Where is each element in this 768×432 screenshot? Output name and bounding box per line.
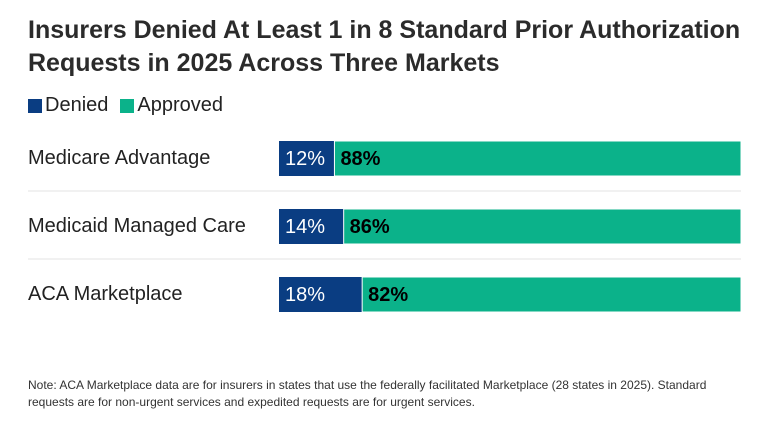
bar-segment-approved	[333, 140, 742, 177]
category-label: Medicare Advantage	[28, 147, 210, 169]
data-label-denied: 18%	[285, 284, 325, 306]
legend-swatch-approved	[120, 98, 135, 113]
data-label-approved: 82%	[368, 284, 408, 306]
bar-segment-approved	[361, 276, 742, 313]
chart-title: Insurers Denied At Least 1 in 8 Standard…	[28, 16, 741, 77]
legend-swatch-denied	[28, 98, 42, 113]
legend-label-approved: Approved	[137, 94, 224, 116]
bar-segment-denied	[279, 209, 344, 244]
footnote: Note: ACA Marketplace data are for insur…	[28, 378, 707, 409]
legend-item-denied: Denied	[28, 94, 108, 117]
bar-segment-approved	[343, 208, 742, 245]
bar-segment-denied	[279, 277, 363, 312]
data-label-denied: 12%	[285, 148, 325, 170]
data-label-approved: 88%	[340, 148, 380, 170]
legend: Denied Approved	[28, 94, 235, 117]
legend-label-denied: Denied	[45, 94, 109, 116]
bar-segment-denied	[279, 141, 335, 176]
legend-item-approved: Approved	[120, 94, 223, 117]
data-label-approved: 86%	[350, 216, 390, 238]
data-label-denied: 14%	[285, 216, 325, 238]
category-label: ACA Marketplace	[28, 283, 183, 305]
category-label: Medicaid Managed Care	[28, 215, 246, 237]
